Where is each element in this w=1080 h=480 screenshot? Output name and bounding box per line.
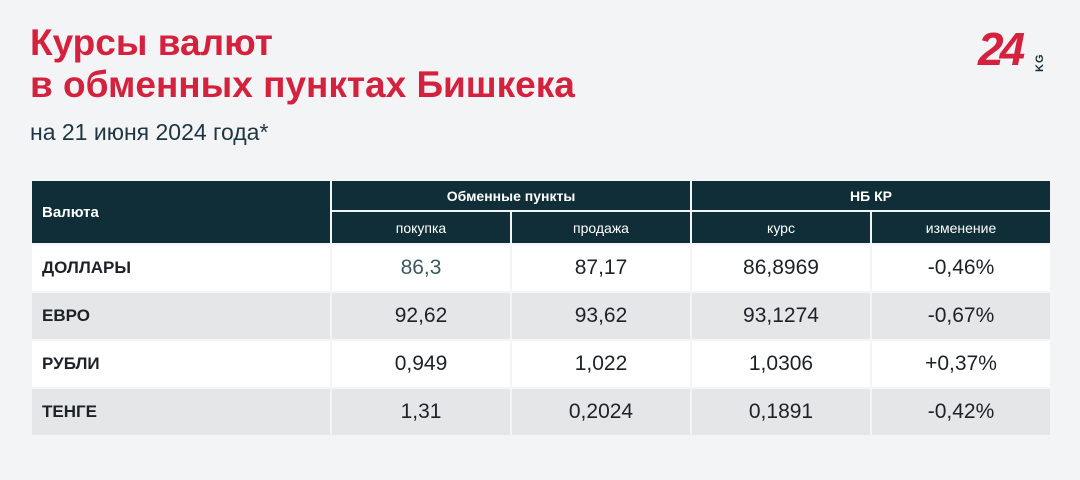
- buy-value: 1,31: [330, 387, 512, 437]
- date-subtitle: на 21 июня 2024 года*: [30, 119, 269, 145]
- exchange-points-group-header: Обменные пункты: [330, 179, 692, 212]
- table-row: ДОЛЛАРЫ 86,3 87,17 86,8969 -0,46%: [30, 243, 1053, 293]
- logo-number: 24: [978, 23, 1025, 75]
- rate-value: 1,0306: [690, 339, 872, 389]
- rate-value: 86,8969: [690, 243, 872, 293]
- sell-value: 0,2024: [510, 387, 692, 437]
- currency-name: РУБЛИ: [30, 339, 332, 389]
- 24kg-logo: 24 KG: [978, 24, 1050, 74]
- title-line-1: Курсы валют: [30, 22, 273, 63]
- rate-value: 0,1891: [690, 387, 872, 437]
- currency-name: ТЕНГЕ: [30, 387, 332, 437]
- table-row: РУБЛИ 0,949 1,022 1,0306 +0,37%: [30, 339, 1053, 389]
- currency-column-header: Валюта: [30, 179, 332, 245]
- change-value: +0,37%: [869, 339, 1053, 389]
- buy-column-header: покупка: [330, 210, 512, 245]
- sell-column-header: продажа: [510, 210, 692, 245]
- buy-value: 0,949: [330, 339, 512, 389]
- page-title: Курсы валют в обменных пунктах Бишкека: [30, 22, 575, 106]
- exchange-rates-table: Валюта Обменные пункты НБ КР покупка про…: [30, 179, 1053, 437]
- change-column-header: изменение: [869, 210, 1053, 245]
- title-line-2: в обменных пунктах Бишкека: [30, 64, 575, 105]
- currency-name: ЕВРО: [30, 291, 332, 341]
- national-bank-group-header: НБ КР: [689, 179, 1053, 212]
- table-row: ЕВРО 92,62 93,62 93,1274 -0,67%: [30, 291, 1053, 341]
- buy-value: 92,62: [330, 291, 512, 341]
- change-value: -0,67%: [869, 291, 1053, 341]
- sell-value: 93,62: [510, 291, 692, 341]
- change-value: -0,42%: [869, 387, 1053, 437]
- logo-suffix: KG: [1034, 53, 1046, 73]
- sell-value: 87,17: [510, 243, 692, 293]
- rate-column-header: курс: [690, 210, 872, 245]
- table-row: ТЕНГЕ 1,31 0,2024 0,1891 -0,42%: [30, 387, 1053, 437]
- buy-value: 86,3: [330, 243, 512, 293]
- change-value: -0,46%: [869, 243, 1053, 293]
- rate-value: 93,1274: [690, 291, 872, 341]
- sell-value: 1,022: [510, 339, 692, 389]
- currency-name: ДОЛЛАРЫ: [30, 243, 332, 293]
